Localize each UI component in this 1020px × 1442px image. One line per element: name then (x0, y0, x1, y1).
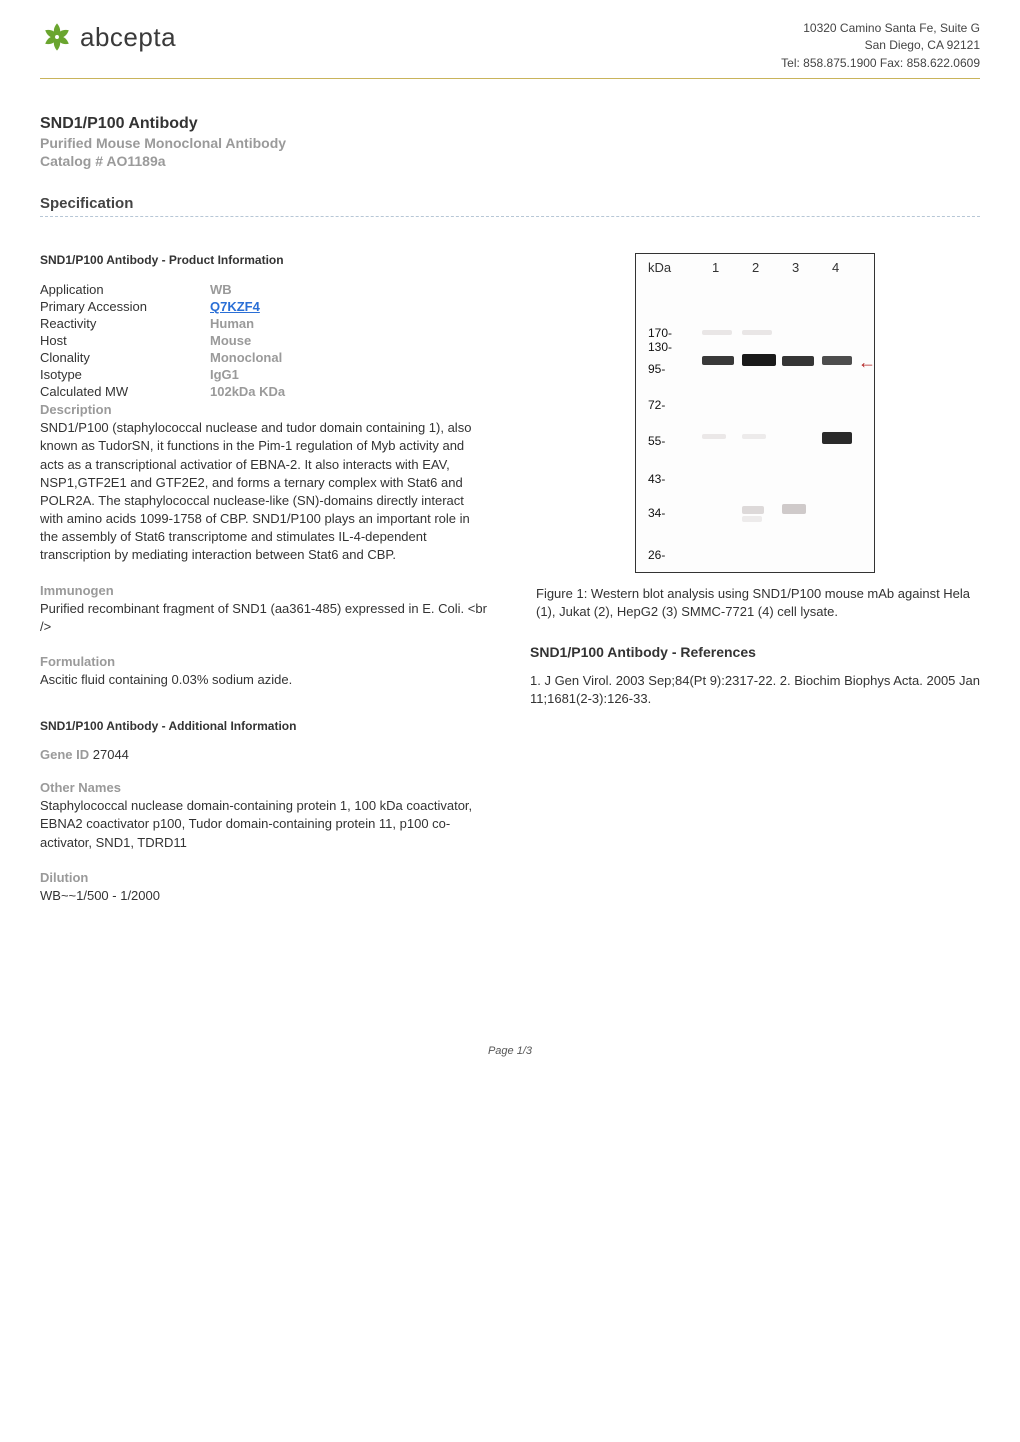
kda-label: kDa (648, 260, 671, 275)
info-key: Calculated MW (40, 383, 210, 400)
accession-link[interactable]: Q7KZF4 (210, 299, 260, 314)
mw-tick: 170- (648, 326, 672, 340)
geneid-value: 27044 (93, 747, 129, 762)
info-value: Mouse (210, 332, 490, 349)
info-value: Q7KZF4 (210, 298, 490, 315)
dilution-body: WB~~1/500 - 1/2000 (40, 887, 490, 905)
address-line: Tel: 858.875.1900 Fax: 858.622.0609 (781, 55, 980, 72)
blot-band (742, 506, 764, 514)
mw-tick: 130- (648, 340, 672, 354)
additional-info-header: SND1/P100 Antibody - Additional Informat… (40, 719, 490, 733)
logo-icon (40, 20, 74, 54)
mw-tick: 72- (648, 398, 665, 412)
table-row: ClonalityMonoclonal (40, 349, 490, 366)
info-key: Application (40, 281, 210, 298)
product-subtitle: Purified Mouse Monoclonal Antibody (40, 135, 980, 151)
dilution-label: Dilution (40, 870, 490, 885)
logo-text: abcepta (80, 22, 176, 53)
info-value: IgG1 (210, 366, 490, 383)
table-row: Calculated MW102kDa KDa (40, 383, 490, 400)
page-header: abcepta 10320 Camino Santa Fe, Suite G S… (40, 20, 980, 79)
info-key: Clonality (40, 349, 210, 366)
blot-band (702, 330, 732, 335)
blot-band (822, 356, 852, 365)
mw-tick: 26- (648, 548, 665, 562)
table-row: ReactivityHuman (40, 315, 490, 332)
info-value: 102kDa KDa (210, 383, 490, 400)
info-key: Host (40, 332, 210, 349)
references-body: 1. J Gen Virol. 2003 Sep;84(Pt 9):2317-2… (530, 672, 980, 708)
blot-band (742, 354, 776, 366)
info-key: Isotype (40, 366, 210, 383)
western-blot-figure: kDa 1 2 3 4 170-130- 95- 72- 55- 43- 34- 26- ← (635, 253, 875, 573)
info-key: Primary Accession (40, 298, 210, 315)
blot-band (702, 434, 726, 439)
product-info-header: SND1/P100 Antibody - Product Information (40, 253, 490, 267)
mw-tick: 95- (648, 362, 665, 376)
blot-band (742, 330, 772, 335)
formulation-body: Ascitic fluid containing 0.03% sodium az… (40, 671, 490, 689)
description-body: SND1/P100 (staphylococcal nuclease and t… (40, 419, 490, 565)
left-column: SND1/P100 Antibody - Product Information… (40, 253, 490, 905)
section-specification: Specification (40, 195, 980, 217)
formulation-label: Formulation (40, 654, 490, 669)
mw-tick: 34- (648, 506, 665, 520)
table-row: HostMouse (40, 332, 490, 349)
product-info-table: ApplicationWBPrimary AccessionQ7KZF4Reac… (40, 281, 490, 400)
lane-label: 2 (752, 260, 759, 275)
blot-band (742, 434, 766, 439)
company-address: 10320 Camino Santa Fe, Suite G San Diego… (781, 20, 980, 72)
immunogen-label: Immunogen (40, 583, 490, 598)
info-value: Monoclonal (210, 349, 490, 366)
blot-band (822, 432, 852, 444)
mw-tick: 55- (648, 434, 665, 448)
othernames-label: Other Names (40, 780, 490, 795)
product-catalog: Catalog # AO1189a (40, 153, 980, 169)
lane-label: 3 (792, 260, 799, 275)
blot-band (782, 504, 806, 514)
logo: abcepta (40, 20, 176, 54)
blot-band (742, 516, 762, 522)
table-row: IsotypeIgG1 (40, 366, 490, 383)
right-column: kDa 1 2 3 4 170-130- 95- 72- 55- 43- 34- 26- ← Figu… (530, 253, 980, 905)
lane-label: 1 (712, 260, 719, 275)
address-line: 10320 Camino Santa Fe, Suite G (781, 20, 980, 37)
table-row: ApplicationWB (40, 281, 490, 298)
geneid-label: Gene ID (40, 747, 89, 762)
lane-label: 4 (832, 260, 839, 275)
othernames-body: Staphylococcal nuclease domain-containin… (40, 797, 490, 852)
description-label: Description (40, 402, 490, 417)
info-value: WB (210, 281, 490, 298)
info-value: Human (210, 315, 490, 332)
references-header: SND1/P100 Antibody - References (530, 644, 980, 660)
immunogen-body: Purified recombinant fragment of SND1 (a… (40, 600, 490, 636)
product-title-block: SND1/P100 Antibody Purified Mouse Monocl… (40, 115, 980, 169)
product-title: SND1/P100 Antibody (40, 115, 980, 133)
arrow-icon: ← (858, 352, 876, 373)
mw-tick: 43- (648, 472, 665, 486)
blot-band (782, 356, 814, 366)
table-row: Primary AccessionQ7KZF4 (40, 298, 490, 315)
page-footer: Page 1/3 (40, 1045, 980, 1057)
blot-band (702, 356, 734, 365)
figure-caption: Figure 1: Western blot analysis using SN… (530, 585, 980, 621)
address-line: San Diego, CA 92121 (781, 37, 980, 54)
info-key: Reactivity (40, 315, 210, 332)
